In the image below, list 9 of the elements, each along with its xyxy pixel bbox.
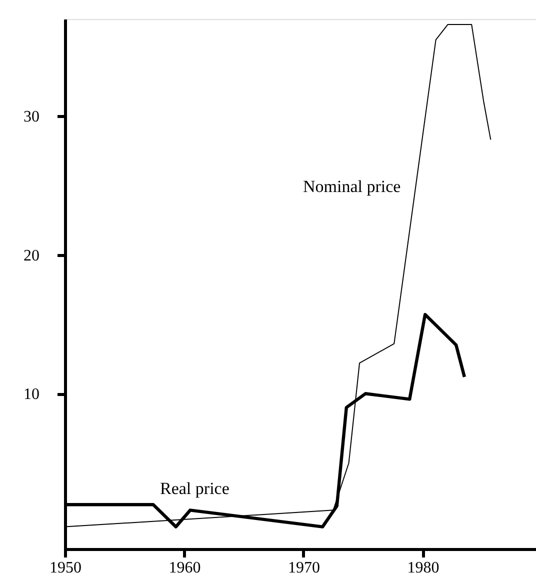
x-tick-label: 1950 bbox=[50, 560, 82, 576]
series-label: Nominal price bbox=[303, 177, 401, 196]
x-tick-label: 1960 bbox=[168, 560, 201, 576]
x-tick-label: 1980 bbox=[407, 560, 440, 576]
y-tick-label: 30 bbox=[24, 108, 40, 126]
y-tick-label: 10 bbox=[24, 386, 40, 404]
series-label: Real price bbox=[160, 479, 230, 498]
y-tick-label: 20 bbox=[24, 247, 40, 264]
x-tick-label: 1970 bbox=[288, 560, 320, 576]
